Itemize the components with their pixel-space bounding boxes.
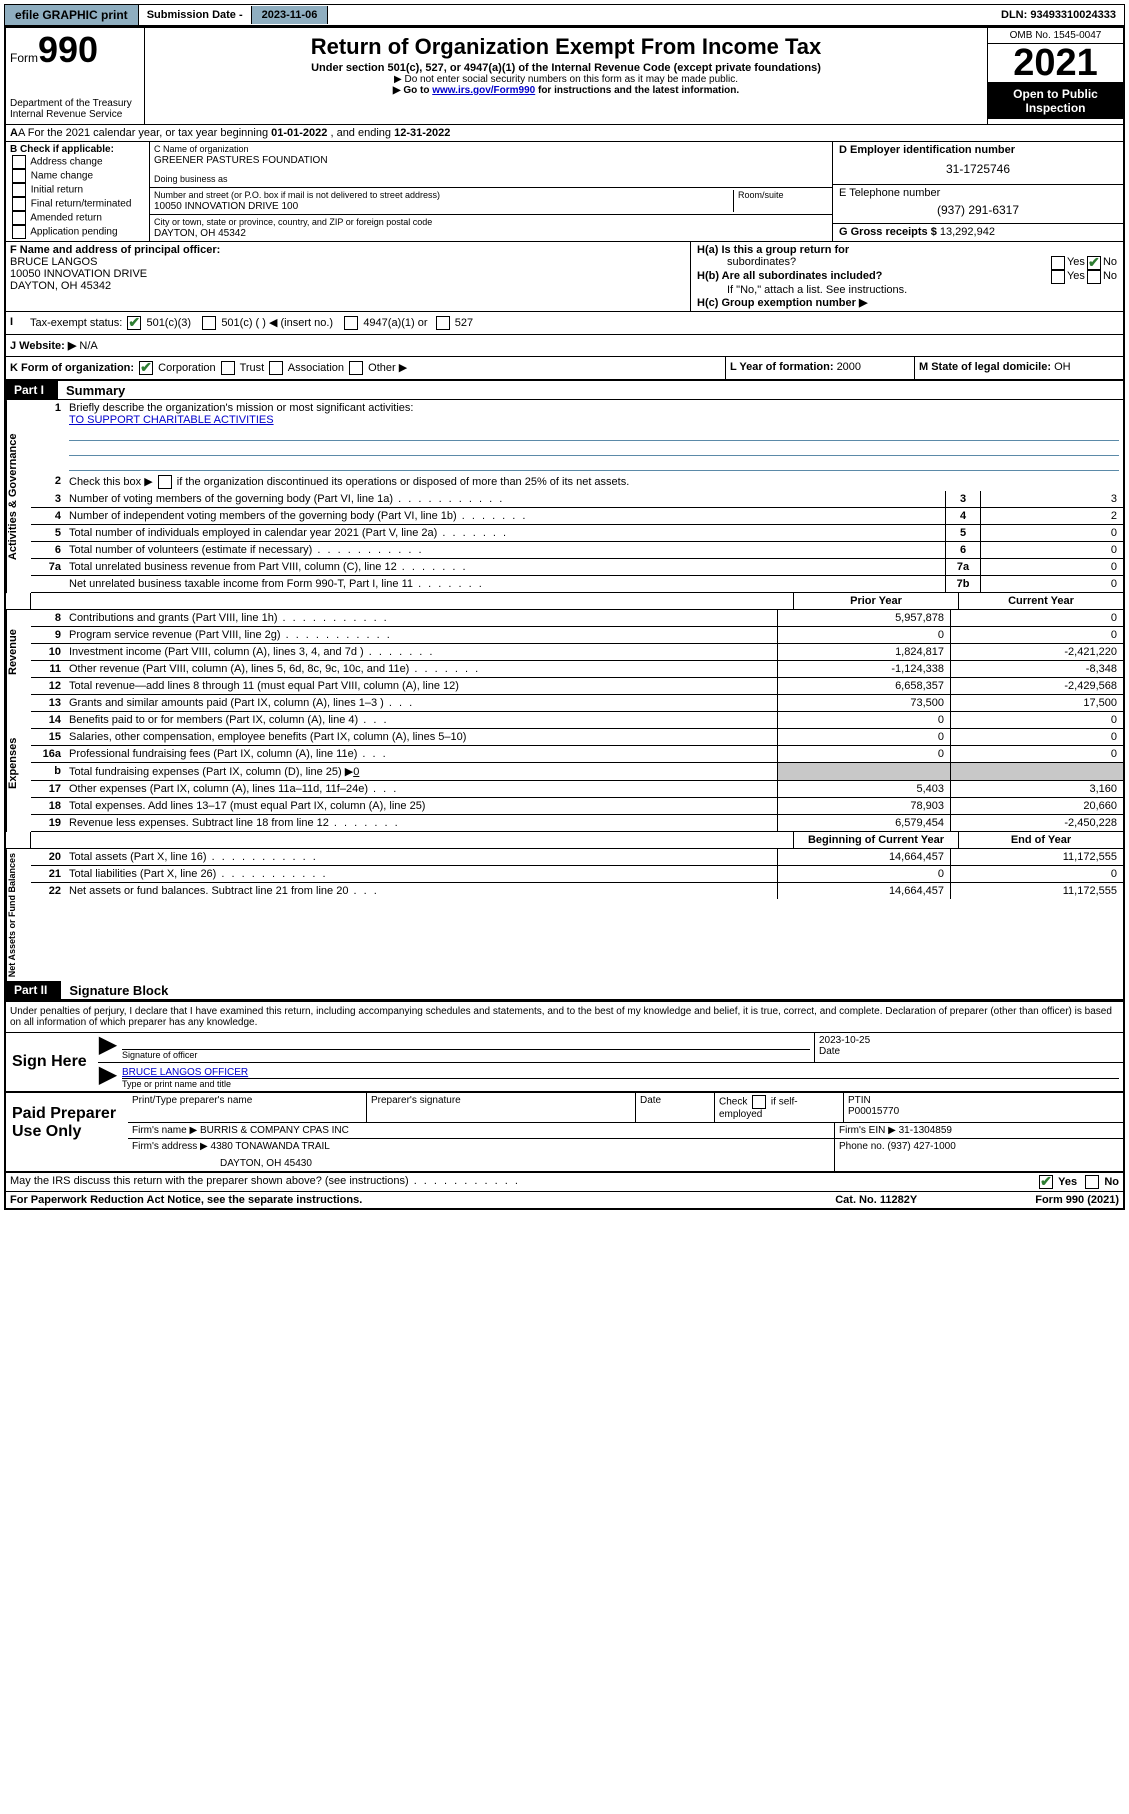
checkbox-association[interactable]: [269, 361, 283, 375]
checkbox-discuss-yes[interactable]: [1039, 1175, 1053, 1189]
top-toolbar: efile GRAPHIC print Submission Date - 20…: [4, 4, 1125, 26]
header-right: OMB No. 1545-0047 2021 Open to PublicIns…: [987, 28, 1123, 124]
signature-arrow-icon: ▶: [98, 1033, 118, 1062]
form-990: Form990 Department of the Treasury Inter…: [4, 26, 1125, 1210]
summary-governance: Activities & Governance 1 Briefly descri…: [6, 400, 1123, 593]
checkbox-501c3[interactable]: [127, 316, 141, 330]
part-1-header: Part I Summary: [6, 381, 1123, 400]
group-return: H(a) Is this a group return for subordin…: [690, 242, 1123, 311]
state-domicile: OH: [1054, 361, 1071, 373]
firm-name: BURRIS & COMPANY CPAS INC: [200, 1125, 349, 1136]
block-b-c-d-e: B Check if applicable: Address change Na…: [6, 142, 1123, 242]
org-address: 10050 INNOVATION DRIVE 100: [154, 201, 298, 212]
form-title: Return of Organization Exempt From Incom…: [149, 34, 983, 60]
signature-intro: Under penalties of perjury, I declare th…: [6, 1000, 1123, 1032]
row-i-tax-status: I Tax-exempt status: 501(c)(3) 501(c) ( …: [6, 312, 1123, 335]
checkbox-final-return[interactable]: [12, 197, 26, 211]
checkbox-ha-yes[interactable]: [1051, 256, 1065, 270]
submission-date-label: Submission Date -: [139, 6, 251, 24]
prior-current-header: Prior Year Current Year: [6, 593, 1123, 610]
col-c-org-info: C Name of organization GREENER PASTURES …: [150, 142, 832, 241]
summary-netassets: Net Assets or Fund Balances 20Total asse…: [6, 849, 1123, 981]
org-city: DAYTON, OH 45342: [154, 228, 246, 239]
row-j-website: J Website: ▶ N/A: [6, 335, 1123, 357]
gross-receipts: 13,292,942: [940, 226, 995, 238]
tax-year: 2021: [988, 44, 1123, 83]
side-label-expenses: Expenses: [6, 695, 31, 832]
checkbox-trust[interactable]: [221, 361, 235, 375]
paid-preparer-label: Paid Preparer Use Only: [6, 1093, 128, 1171]
mission-link[interactable]: TO SUPPORT CHARITABLE ACTIVITIES: [69, 414, 274, 426]
block-f-h: F Name and address of principal officer:…: [6, 242, 1123, 312]
checkbox-527[interactable]: [436, 316, 450, 330]
summary-expenses: Expenses 13Grants and similar amounts pa…: [6, 695, 1123, 832]
checkbox-name-change[interactable]: [12, 169, 26, 183]
firm-ein: 31-1304859: [899, 1125, 952, 1136]
beg-end-header: Beginning of Current Year End of Year: [6, 832, 1123, 849]
phone: (937) 291-6317: [839, 199, 1117, 221]
principal-officer: F Name and address of principal officer:…: [6, 242, 690, 311]
checkbox-initial-return[interactable]: [12, 183, 26, 197]
side-label-revenue: Revenue: [6, 610, 31, 695]
firm-address: 4380 TONAWANDA TRAIL: [211, 1141, 330, 1152]
checkbox-application-pending[interactable]: [12, 225, 26, 239]
name-arrow-icon: ▶: [98, 1063, 118, 1091]
checkbox-discuss-no[interactable]: [1085, 1175, 1099, 1189]
dln: DLN: 93493310024333: [993, 6, 1124, 24]
checkbox-hb-no[interactable]: [1087, 270, 1101, 284]
sign-here-block: Sign Here ▶ Signature of officer 2023-10…: [6, 1032, 1123, 1093]
submission-date-value: 2023-11-06: [251, 6, 329, 24]
col-b-checkboxes: B Check if applicable: Address change Na…: [6, 142, 150, 241]
year-formation: 2000: [837, 361, 861, 373]
firm-phone: (937) 427-1000: [887, 1141, 955, 1152]
org-name: GREENER PASTURES FOUNDATION: [154, 155, 328, 166]
checkbox-discontinued[interactable]: [158, 475, 172, 489]
open-to-public-badge: Open to PublicInspection: [988, 83, 1123, 119]
summary-revenue: Revenue 8Contributions and grants (Part …: [6, 610, 1123, 695]
checkbox-self-employed[interactable]: [752, 1095, 766, 1109]
ein: 31-1725746: [839, 156, 1117, 182]
header-title: Return of Organization Exempt From Incom…: [145, 28, 987, 124]
efile-print-button[interactable]: efile GRAPHIC print: [5, 5, 139, 25]
sign-here-label: Sign Here: [6, 1033, 98, 1091]
form-header: Form990 Department of the Treasury Inter…: [6, 28, 1123, 125]
paid-preparer-block: Paid Preparer Use Only Print/Type prepar…: [6, 1093, 1123, 1173]
row-a-tax-year: AA For the 2021 calendar year, or tax ye…: [6, 125, 1123, 142]
signature-date: 2023-10-25: [819, 1035, 870, 1046]
side-label-activities: Activities & Governance: [6, 400, 31, 593]
checkbox-other[interactable]: [349, 361, 363, 375]
officer-name-link[interactable]: BRUCE LANGOS OFFICER: [122, 1067, 248, 1078]
header-left: Form990 Department of the Treasury Inter…: [6, 28, 145, 124]
checkbox-amended-return[interactable]: [12, 211, 26, 225]
col-d-e: D Employer identification number 31-1725…: [832, 142, 1123, 241]
row-k-l-m: K Form of organization: Corporation Trus…: [6, 357, 1123, 381]
checkbox-corporation[interactable]: [139, 361, 153, 375]
checkbox-hb-yes[interactable]: [1051, 270, 1065, 284]
discuss-row: May the IRS discuss this return with the…: [6, 1173, 1123, 1191]
ptin: P00015770: [848, 1106, 899, 1117]
paperwork-footer: For Paperwork Reduction Act Notice, see …: [6, 1191, 1123, 1208]
checkbox-501c[interactable]: [202, 316, 216, 330]
checkbox-ha-no[interactable]: [1087, 256, 1101, 270]
side-label-netassets: Net Assets or Fund Balances: [6, 849, 31, 981]
checkbox-4947[interactable]: [344, 316, 358, 330]
checkbox-address-change[interactable]: [12, 155, 26, 169]
part-2-header: Part II Signature Block: [6, 981, 1123, 1000]
irs-link[interactable]: www.irs.gov/Form990: [432, 85, 535, 96]
